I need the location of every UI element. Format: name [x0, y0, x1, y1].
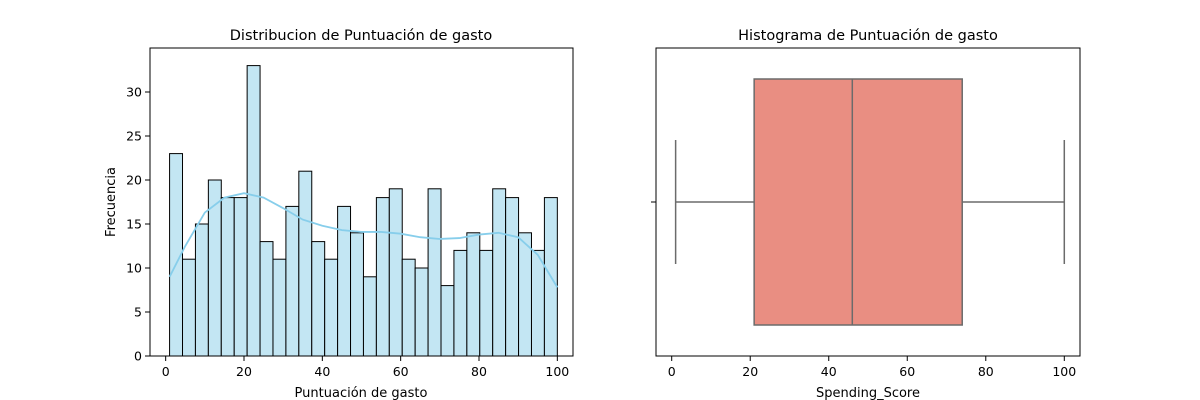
- histogram-y-tick-label: 15: [126, 217, 142, 232]
- histogram-y-tick-label: 10: [126, 261, 142, 276]
- histogram-bar: [492, 188, 507, 357]
- boxplot-x-tick-label: 0: [668, 364, 676, 379]
- histogram-bars: [169, 65, 558, 357]
- boxplot-x-tick-label: 100: [1052, 364, 1076, 379]
- histogram-bar: [530, 249, 545, 357]
- histogram-bar: [466, 232, 481, 357]
- histogram-kde-line: [168, 192, 559, 288]
- histogram-bar: [388, 188, 403, 357]
- boxplot-x-tick-label: 20: [742, 364, 758, 379]
- histogram-y-tick-label: 30: [126, 85, 142, 100]
- histogram-x-tick-label: 0: [162, 364, 170, 379]
- boxplot-box: [753, 78, 963, 326]
- histogram-bar: [220, 197, 235, 357]
- histogram-y-tick-label: 25: [126, 129, 142, 144]
- histogram-bar: [298, 170, 313, 357]
- histogram-bar: [272, 258, 287, 357]
- boxplot-plot-frame: [655, 47, 1081, 357]
- histogram-panel: Distribucion de Puntuación de gasto 0 5 10…: [104, 28, 574, 400]
- histogram-bar: [375, 197, 390, 357]
- histogram-y-tick-label: 0: [134, 349, 142, 364]
- histogram-bar: [194, 223, 209, 357]
- histogram-y-label: Frecuencia: [104, 167, 119, 237]
- histogram-bar: [362, 276, 377, 357]
- histogram-bar: [182, 258, 196, 357]
- histogram-bar: [427, 188, 442, 357]
- histogram-bar: [440, 285, 455, 357]
- histogram-bar: [311, 241, 326, 357]
- histogram-bar: [453, 249, 468, 357]
- histogram-bar: [207, 179, 222, 357]
- histogram-bar: [259, 241, 274, 357]
- histogram-bar: [479, 249, 494, 357]
- histogram-bar: [285, 205, 300, 357]
- histogram-x-tick-label: 60: [393, 364, 409, 379]
- histogram-y-axis: 0 5 10 15 20 25 30: [126, 85, 150, 364]
- histogram-x-tick-label: 80: [471, 364, 487, 379]
- histogram-bar: [233, 197, 248, 357]
- histogram-bar: [324, 258, 339, 357]
- histogram-bar: [505, 197, 520, 357]
- histogram-bar: [401, 258, 416, 357]
- histogram-x-tick-label: 100: [545, 364, 569, 379]
- boxplot-x-tick-label: 40: [821, 364, 837, 379]
- histogram-y-tick-label: 20: [126, 173, 142, 188]
- boxplot-x-label: Spending_Score: [816, 386, 920, 400]
- histogram-bar: [350, 232, 364, 357]
- histogram-y-tick-label: 5: [134, 305, 142, 320]
- histogram-x-tick-label: 20: [236, 364, 252, 379]
- histogram-bar: [518, 232, 532, 357]
- boxplot-x-axis: 0 20 40 60 80 100: [668, 356, 1076, 379]
- histogram-title: Distribucion de Puntuación de gasto: [230, 28, 493, 44]
- boxplot-title: Histograma de Puntuación de gasto: [738, 28, 998, 44]
- histogram-x-tick-label: 40: [314, 364, 330, 379]
- boxplot-marks: [674, 78, 1066, 326]
- histogram-bar: [414, 267, 429, 357]
- boxplot-x-tick-label: 80: [978, 364, 994, 379]
- histogram-plot-frame: [149, 47, 574, 357]
- boxplot-x-tick-label: 60: [899, 364, 915, 379]
- boxplot-panel: Histograma de Puntuación de gasto 0 20 40 6…: [651, 28, 1081, 400]
- histogram-x-label: Puntuación de gasto: [295, 386, 428, 400]
- histogram-x-axis: 0 20 40 60 80 100: [162, 356, 569, 379]
- histogram-bar: [246, 65, 261, 357]
